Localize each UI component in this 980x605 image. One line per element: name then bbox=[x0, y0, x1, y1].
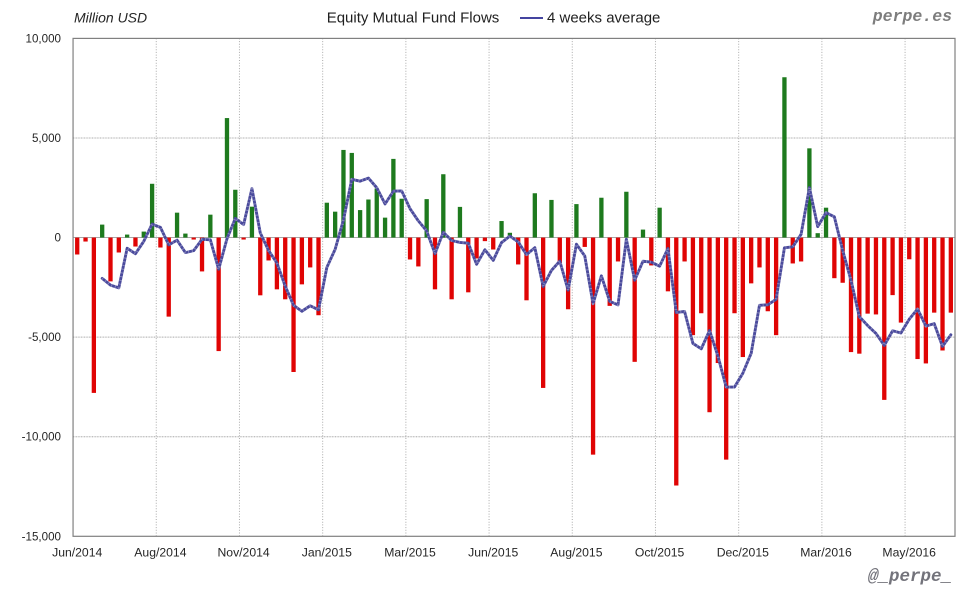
svg-text:Mar/2016: Mar/2016 bbox=[800, 546, 852, 560]
svg-text:10,000: 10,000 bbox=[26, 32, 61, 45]
svg-text:Equity Mutual Fund Flows: Equity Mutual Fund Flows bbox=[327, 10, 500, 27]
svg-text:Jun/2014: Jun/2014 bbox=[52, 546, 102, 560]
svg-text:@_perpe_: @_perpe_ bbox=[868, 567, 952, 587]
svg-text:Mar/2015: Mar/2015 bbox=[384, 546, 436, 560]
svg-text:Aug/2015: Aug/2015 bbox=[550, 546, 602, 560]
svg-text:-15,000: -15,000 bbox=[22, 530, 61, 543]
svg-text:May/2016: May/2016 bbox=[882, 546, 936, 560]
svg-text:5,000: 5,000 bbox=[32, 132, 61, 145]
svg-text:4 weeks average: 4 weeks average bbox=[547, 10, 660, 27]
svg-text:Dec/2015: Dec/2015 bbox=[717, 546, 769, 560]
svg-text:-5,000: -5,000 bbox=[28, 331, 61, 344]
svg-text:perpe.es: perpe.es bbox=[872, 7, 952, 26]
svg-text:Million USD: Million USD bbox=[74, 10, 147, 26]
svg-text:Aug/2014: Aug/2014 bbox=[134, 546, 186, 560]
svg-text:Jun/2015: Jun/2015 bbox=[468, 546, 518, 560]
svg-text:Jan/2015: Jan/2015 bbox=[302, 546, 352, 560]
svg-text:Oct/2015: Oct/2015 bbox=[635, 546, 685, 560]
svg-text:Nov/2014: Nov/2014 bbox=[218, 546, 270, 560]
svg-text:0: 0 bbox=[55, 232, 61, 245]
svg-text:-10,000: -10,000 bbox=[22, 431, 61, 444]
